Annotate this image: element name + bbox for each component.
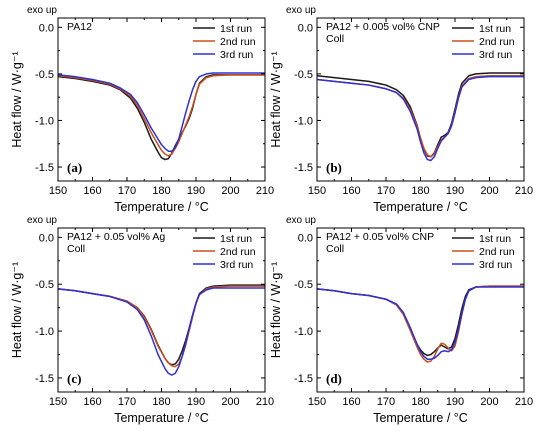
sample-label: Coll: [326, 33, 344, 45]
y-tick-label: -1.5: [35, 373, 54, 385]
legend-label: 3rd run: [220, 259, 253, 271]
y-axis-title: Heat flow / W·g⁻¹: [10, 51, 24, 147]
x-tick-label: 160: [342, 185, 360, 197]
x-tick-label: 190: [446, 396, 464, 408]
x-tick-label: 210: [515, 185, 533, 197]
x-tick-label: 200: [221, 185, 239, 197]
panel-letter: (a): [67, 160, 82, 175]
y-tick-label: -0.5: [294, 69, 313, 81]
x-tick-label: 160: [83, 185, 101, 197]
sample-label: Coll: [326, 243, 344, 255]
x-axis-title: Temperature / °C: [373, 200, 468, 214]
y-axis-title: Heat flow / W·g⁻¹: [269, 262, 283, 358]
legend-label: 1st run: [479, 233, 511, 245]
x-tick-label: 210: [256, 185, 274, 197]
y-tick-label: -0.5: [294, 279, 313, 291]
legend-label: 2nd run: [220, 246, 256, 258]
x-tick-label: 190: [187, 185, 205, 197]
x-axis-title: Temperature / °C: [373, 411, 468, 425]
y-tick-label: -0.5: [35, 69, 54, 81]
x-tick-label: 190: [446, 185, 464, 197]
x-tick-label: 170: [118, 185, 136, 197]
y-tick-label: -1.0: [35, 115, 54, 127]
x-tick-label: 150: [49, 396, 67, 408]
series-line-a-2: [57, 74, 265, 157]
legend-label: 1st run: [220, 233, 252, 245]
x-tick-label: 180: [411, 396, 429, 408]
x-tick-label: 170: [377, 185, 395, 197]
y-axis-title: Heat flow / W·g⁻¹: [269, 51, 283, 147]
x-tick-label: 150: [308, 396, 326, 408]
exo-up-label: exo up: [27, 5, 57, 16]
series-line-b-3: [316, 75, 524, 162]
legend-label: 2nd run: [220, 36, 256, 48]
panel-b: 150 160 170 180 190 200 210 0.0 -0.5 -1.0 -1.5 Temp…: [269, 5, 533, 214]
y-tick-label: 0.0: [298, 232, 313, 244]
x-tick-label: 170: [377, 396, 395, 408]
x-tick-label: 150: [308, 185, 326, 197]
y-tick-label: -0.5: [35, 279, 54, 291]
x-tick-label: 150: [49, 185, 67, 197]
legend-label: 3rd run: [479, 259, 512, 271]
sample-label: PA12 + 0.05 vol% Ag: [67, 231, 165, 243]
x-tick-label: 200: [221, 396, 239, 408]
panel-a: 150 160 170 180 190 200 210 0.0 -0.5 -1.0 -1.5 Temp…: [10, 5, 274, 214]
y-tick-label: -1.5: [294, 373, 313, 385]
exo-up-label: exo up: [286, 5, 316, 16]
y-axis-title: Heat flow / W·g⁻¹: [10, 262, 24, 358]
y-tick-label: -1.0: [35, 326, 54, 338]
legend-label: 2nd run: [479, 246, 515, 258]
x-tick-label: 180: [411, 185, 429, 197]
x-tick-label: 160: [83, 396, 101, 408]
x-tick-label: 200: [480, 185, 498, 197]
panel-letter: (b): [326, 160, 342, 175]
x-tick-label: 210: [256, 396, 274, 408]
panel-letter: (d): [326, 371, 342, 386]
series-line-d-3: [316, 286, 524, 360]
legend-label: 1st run: [220, 23, 252, 35]
series-line-a-1: [57, 74, 265, 161]
y-tick-label: 0.0: [298, 22, 313, 34]
y-tick-label: 0.0: [39, 232, 54, 244]
legend-label: 3rd run: [220, 49, 253, 61]
x-tick-label: 200: [480, 396, 498, 408]
x-tick-label: 190: [187, 396, 205, 408]
sample-label: PA12 + 0.005 vol% CNP: [326, 21, 440, 33]
panel-c: 150 160 170 180 190 200 210 0.0 -0.5 -1.0 -1.5 Temp…: [10, 215, 274, 425]
series-line-c-3: [57, 287, 265, 376]
series-line-d-1: [316, 285, 524, 357]
exo-up-label: exo up: [286, 215, 316, 226]
series-line-c-2: [57, 285, 265, 368]
series-line-a-3: [57, 72, 265, 152]
exo-up-label: exo up: [27, 215, 57, 226]
y-tick-label: -1.0: [294, 326, 313, 338]
x-tick-label: 180: [152, 396, 170, 408]
panel-d: 150 160 170 180 190 200 210 0.0 -0.5 -1.0 -1.5 Temp…: [269, 215, 533, 425]
panel-letter: (c): [67, 371, 81, 386]
x-axis-title: Temperature / °C: [114, 411, 209, 425]
y-tick-label: -1.0: [294, 115, 313, 127]
y-tick-label: -1.5: [294, 162, 313, 174]
x-axis-title: Temperature / °C: [114, 200, 209, 214]
x-tick-label: 210: [515, 396, 533, 408]
y-tick-label: -1.5: [35, 162, 54, 174]
sample-label: PA12: [67, 21, 92, 33]
x-tick-label: 160: [342, 396, 360, 408]
x-tick-label: 180: [152, 185, 170, 197]
sample-label: PA12 + 0.05 vol% CNP: [326, 231, 434, 243]
x-tick-label: 170: [118, 396, 136, 408]
series-line-b-2: [316, 75, 524, 158]
legend-label: 1st run: [479, 23, 511, 35]
legend-label: 3rd run: [479, 49, 512, 61]
sample-label: Coll: [67, 243, 85, 255]
y-tick-label: 0.0: [39, 22, 54, 34]
legend-label: 2nd run: [479, 36, 515, 48]
